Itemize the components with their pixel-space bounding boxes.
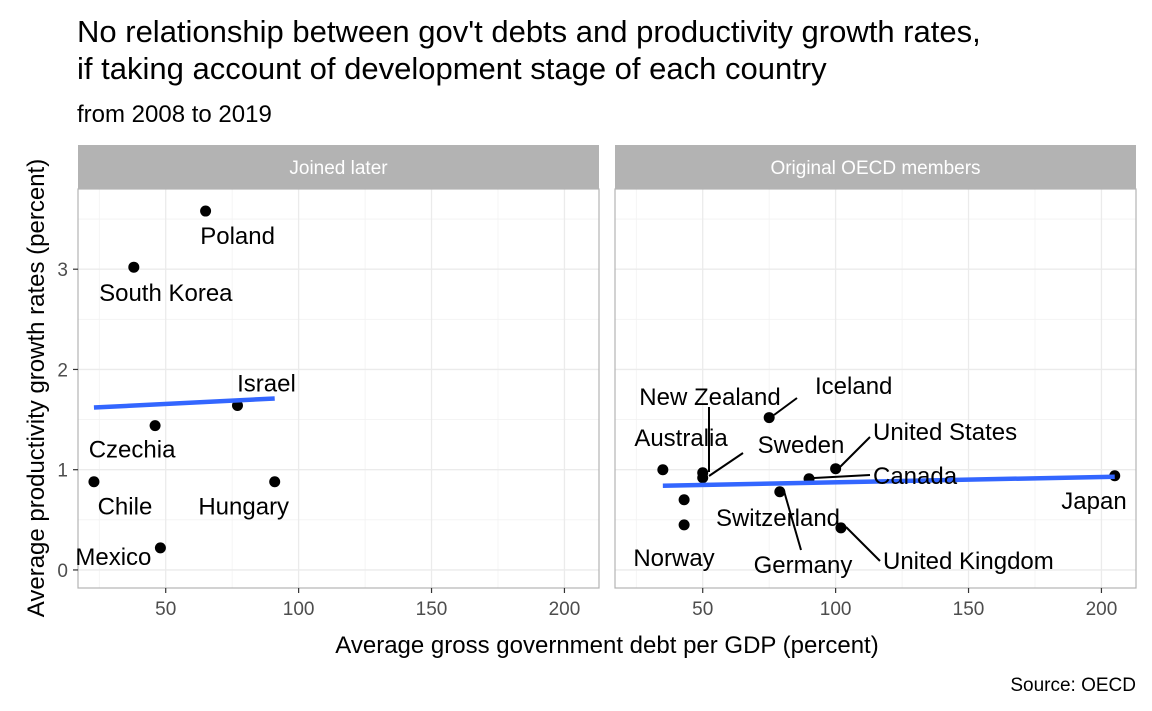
facet-strip-label: Joined later	[289, 158, 388, 179]
point-label: Canada	[873, 463, 958, 490]
point-label: United States	[873, 419, 1017, 446]
point-label: United Kingdom	[883, 548, 1054, 575]
point-label: Hungary	[198, 494, 289, 521]
data-point	[697, 472, 709, 484]
x-tick-label: 200	[1086, 599, 1118, 620]
chart-title-line-2: if taking account of development stage o…	[77, 51, 827, 86]
data-point	[774, 486, 786, 498]
x-tick-label: 50	[155, 599, 176, 620]
y-tick-label: 2	[57, 360, 68, 381]
data-point	[830, 463, 842, 475]
point-label: Switzerland	[716, 505, 840, 532]
source-caption: Source: OECD	[1010, 675, 1136, 696]
data-point	[88, 476, 100, 488]
label-leader-line	[773, 397, 798, 416]
data-point	[149, 420, 161, 432]
y-tick-label: 0	[57, 561, 68, 582]
point-label: Germany	[754, 552, 853, 579]
data-point	[269, 476, 281, 488]
facet-panel-1: Joined later 50 100 150 200 0 1 2 3 Poland South K…	[57, 145, 600, 620]
panel-border	[77, 188, 600, 589]
x-tick-label: 100	[283, 599, 315, 620]
point-label: Australia	[634, 425, 728, 452]
facet-panel-2: Original OECD members 50 100 150 200 Iceland N…	[614, 145, 1137, 620]
y-tick-label: 1	[57, 461, 68, 482]
data-point	[678, 494, 690, 506]
data-point	[678, 519, 690, 531]
label-leader-line	[783, 490, 802, 551]
point-label: South Korea	[99, 280, 233, 307]
facet-strip	[78, 145, 599, 189]
point-label: Israel	[237, 371, 296, 398]
label-leader-line	[813, 474, 871, 479]
label-leader-line	[838, 436, 871, 469]
point-label: Sweden	[758, 432, 845, 459]
point-label: Chile	[98, 494, 153, 521]
point-label: Poland	[200, 223, 275, 250]
chart-title-line-1: No relationship between gov't debts and …	[77, 14, 981, 49]
point-label: Czechia	[89, 437, 176, 464]
point-label: Mexico	[75, 544, 151, 571]
x-tick-label: 100	[820, 599, 852, 620]
trend-line	[93, 396, 275, 410]
data-point	[835, 522, 847, 534]
data-point	[128, 261, 140, 273]
trend-line	[662, 474, 1115, 488]
data-point	[231, 400, 243, 412]
y-axis-title: Average productivity growth rates (perce…	[23, 159, 50, 617]
point-label: Norway	[633, 545, 714, 572]
x-tick-label: 50	[692, 599, 713, 620]
panel-border	[614, 188, 1137, 589]
facet-strip-label: Original OECD members	[770, 158, 980, 179]
x-axis-title: Average gross government debt per GDP (p…	[335, 632, 878, 659]
label-leader-line	[708, 452, 744, 477]
facet-strip	[615, 145, 1136, 189]
facet-panels: Joined later 50 100 150 200 0 1 2 3 Poland South K…	[57, 145, 1137, 620]
y-tick-label: 3	[57, 260, 68, 281]
point-label: Iceland	[815, 373, 892, 400]
data-point	[200, 205, 212, 217]
data-point	[657, 464, 669, 476]
chart-subtitle: from 2008 to 2019	[77, 101, 272, 128]
point-label: New Zealand	[639, 384, 780, 411]
point-label: Japan	[1061, 488, 1126, 515]
x-tick-label: 150	[953, 599, 985, 620]
data-point	[154, 542, 166, 554]
label-leader-line	[845, 526, 881, 562]
data-point	[763, 412, 775, 424]
x-tick-label: 200	[549, 599, 581, 620]
x-tick-label: 150	[416, 599, 448, 620]
